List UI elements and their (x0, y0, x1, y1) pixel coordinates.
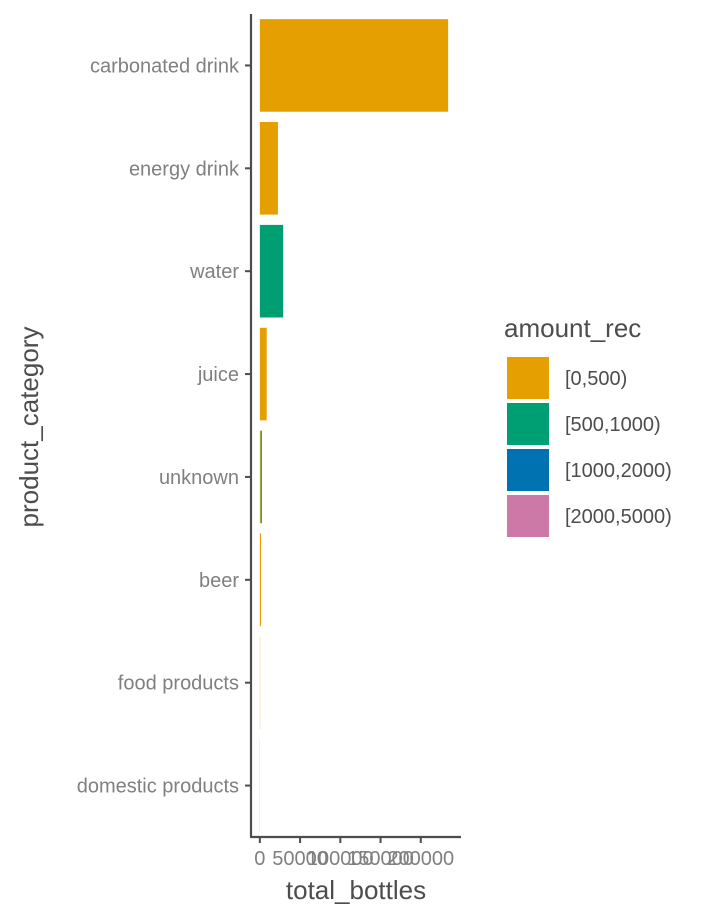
bar-juice-0-500 (259, 327, 267, 421)
y-tick-label: water (189, 261, 239, 283)
legend-swatch (507, 449, 549, 491)
y-axis-title: product_category (14, 327, 44, 528)
bar-beer-0-500 (259, 533, 262, 627)
legend-swatch (507, 357, 549, 399)
bar-unknown-0-500 (259, 430, 261, 524)
y-tick-label: domestic products (77, 776, 239, 798)
legend-title: amount_rec (504, 313, 641, 343)
x-tick-label: 100000 (307, 848, 374, 870)
legend-swatch (507, 495, 549, 537)
x-tick-label: 200000 (387, 848, 454, 870)
bar-carbonated-drink-0-500 (259, 19, 449, 112)
x-tick-label: 0 (254, 848, 265, 870)
x-tick-label: 150000 (347, 848, 414, 870)
bar-energy-drink-0-500 (259, 122, 278, 215)
x-axis-title: total_bottles (286, 875, 426, 905)
y-axis-ticks: carbonated drink energy drink water juice un… (77, 55, 251, 798)
bar-unknown-500-1000 (260, 430, 262, 524)
x-tick-label: 50000 (272, 848, 328, 870)
legend-label: [500,1000) (565, 414, 661, 436)
legend-items: [0,500) [500,1000) [1000,2000) [2000,5000) (507, 357, 672, 537)
bar-water-500-1000 (259, 224, 284, 318)
legend-label: [2000,5000) (565, 506, 672, 528)
legend: amount_rec [0,500)[500,1000)[1000,2000)[… (504, 313, 672, 537)
y-tick-label: beer (199, 570, 239, 592)
y-tick-label: carbonated drink (90, 55, 240, 77)
legend-label: [0,500) (565, 368, 627, 390)
bars-group (259, 19, 449, 832)
legend-swatch (507, 403, 549, 445)
y-tick-label: energy drink (129, 158, 240, 180)
legend-label: [1000,2000) (565, 460, 672, 482)
y-tick-label: food products (118, 673, 239, 695)
y-tick-label: unknown (159, 467, 239, 489)
y-tick-label: juice (197, 364, 239, 386)
